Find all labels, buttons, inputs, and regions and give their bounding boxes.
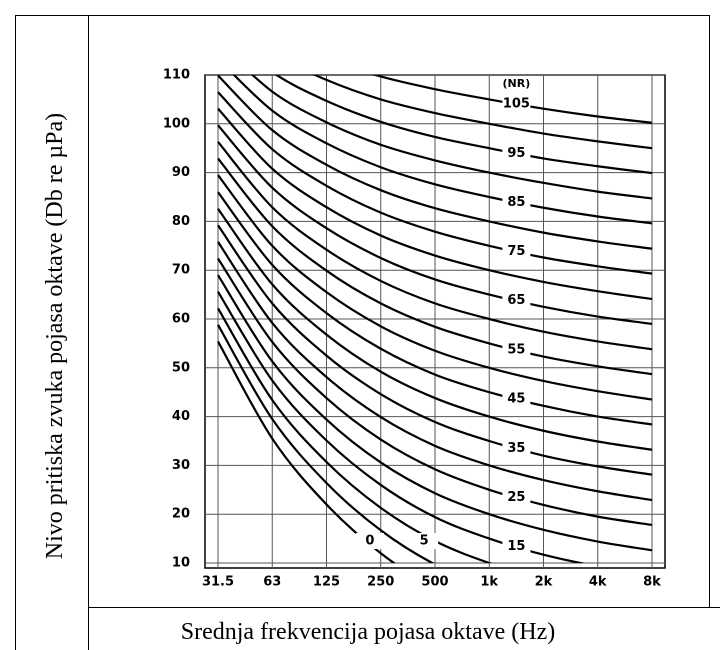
y-tick-label: 90: [172, 165, 190, 180]
label-backdrop: [502, 243, 531, 260]
label-backdrop: [355, 533, 384, 549]
nr-curve: [274, 75, 653, 175]
curve-label: 95: [507, 146, 525, 161]
nr-curve: [217, 291, 586, 563]
nr-curve: [217, 91, 653, 275]
x-tick-label: 63: [263, 575, 281, 590]
nr-curve: [217, 107, 653, 301]
y-label-cell: Nivo pritiska zvuka pojasa oktave (Db re…: [15, 15, 89, 650]
border: [88, 607, 720, 608]
y-tick-label: 50: [172, 360, 190, 375]
nr-curve: [217, 208, 653, 451]
curve-label: 5: [420, 534, 429, 549]
nr-curve: [217, 274, 653, 552]
nr-curve: [217, 174, 653, 401]
curve-label: 35: [507, 441, 525, 456]
nr-curve: [250, 75, 653, 200]
y-tick-label: 20: [172, 507, 190, 522]
x-tick-label: 500: [421, 575, 448, 590]
legend-title: (NR): [503, 77, 531, 90]
y-tick-label: 80: [172, 214, 190, 229]
x-tick-label: 4k: [589, 575, 607, 590]
x-tick-label: 125: [313, 575, 340, 590]
label-backdrop: [502, 194, 531, 211]
y-tick-label: 70: [172, 263, 190, 278]
curve-label: 105: [503, 97, 530, 112]
x-tick-label: 250: [367, 575, 394, 590]
label-backdrop: [502, 391, 531, 408]
curve-label: 15: [507, 539, 525, 554]
label-backdrop: [502, 440, 531, 457]
nr-curve: [232, 75, 653, 225]
label-backdrop: [502, 145, 531, 162]
nr-curve: [371, 75, 653, 124]
curve-label: 45: [507, 392, 525, 407]
y-tick-label: 60: [172, 312, 190, 327]
curve-label: 55: [507, 342, 525, 357]
border: [88, 15, 710, 16]
nr-curve: [312, 75, 653, 150]
nr-curve: [217, 340, 396, 563]
nr-curve: [217, 324, 435, 563]
border: [709, 15, 710, 607]
y-tick-label: 100: [163, 116, 190, 131]
label-backdrop: [502, 96, 531, 113]
label-backdrop: [502, 489, 531, 506]
curve-label: 75: [507, 244, 525, 259]
x-tick-label: 8k: [643, 575, 661, 590]
nr-curve: [217, 257, 653, 527]
x-tick-label: 31.5: [202, 575, 234, 590]
nr-curve: [217, 124, 653, 325]
x-tick-label: 2k: [535, 575, 553, 590]
curve-label: 0: [365, 534, 374, 549]
label-backdrop: [502, 538, 531, 555]
x-axis-label: Srednja frekvencija pojasa oktave (Hz): [180, 619, 556, 645]
y-tick-label: 110: [163, 68, 190, 83]
nr-curve: [217, 224, 653, 476]
curve-label: 65: [507, 293, 525, 308]
nr-curve: [217, 157, 653, 376]
label-backdrop: [410, 533, 439, 549]
nr-curve: [217, 75, 653, 250]
label-backdrop: [502, 341, 531, 358]
curve-label: 25: [507, 490, 525, 505]
x-tick-label: 1k: [480, 575, 498, 590]
y-tick-label: 40: [172, 409, 190, 424]
curve-label: 85: [507, 195, 525, 210]
y-tick-label: 10: [172, 556, 190, 571]
nr-curve: [217, 241, 653, 502]
nr-curve: [217, 191, 653, 426]
label-backdrop: [502, 292, 531, 309]
nr-curve: [217, 141, 653, 351]
y-tick-label: 30: [172, 458, 190, 473]
